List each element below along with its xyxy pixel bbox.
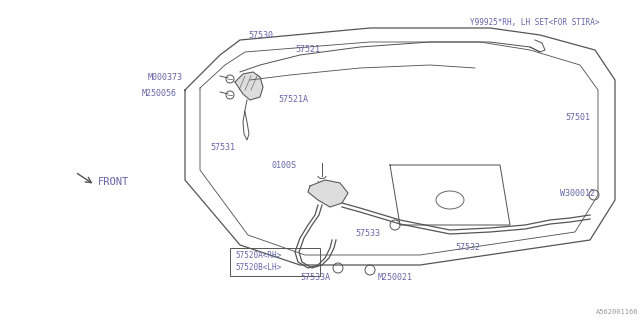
Text: 57501: 57501 [565, 114, 590, 123]
Text: M250056: M250056 [142, 90, 177, 99]
Text: 57521: 57521 [295, 45, 320, 54]
Text: 57532: 57532 [455, 244, 480, 252]
Text: 57530: 57530 [248, 30, 273, 39]
Text: M000373: M000373 [148, 74, 183, 83]
Bar [230, 248, 320, 276]
Text: 57520A<RH>: 57520A<RH> [235, 252, 281, 260]
Polygon shape [235, 72, 263, 100]
Text: A562001166: A562001166 [595, 309, 638, 315]
Text: 57531: 57531 [210, 143, 235, 153]
Text: W300012: W300012 [560, 188, 595, 197]
Text: M250021: M250021 [378, 274, 413, 283]
Polygon shape [308, 180, 348, 207]
Text: FRONT: FRONT [98, 177, 129, 187]
Text: Y99925*RH, LH SET<FOR STIRA>: Y99925*RH, LH SET<FOR STIRA> [470, 18, 600, 27]
Text: 57533: 57533 [355, 228, 380, 237]
Text: 0100S: 0100S [272, 161, 297, 170]
Text: 57533A: 57533A [300, 274, 330, 283]
Text: 57520B<LH>: 57520B<LH> [235, 263, 281, 273]
Text: 57521A: 57521A [278, 95, 308, 105]
